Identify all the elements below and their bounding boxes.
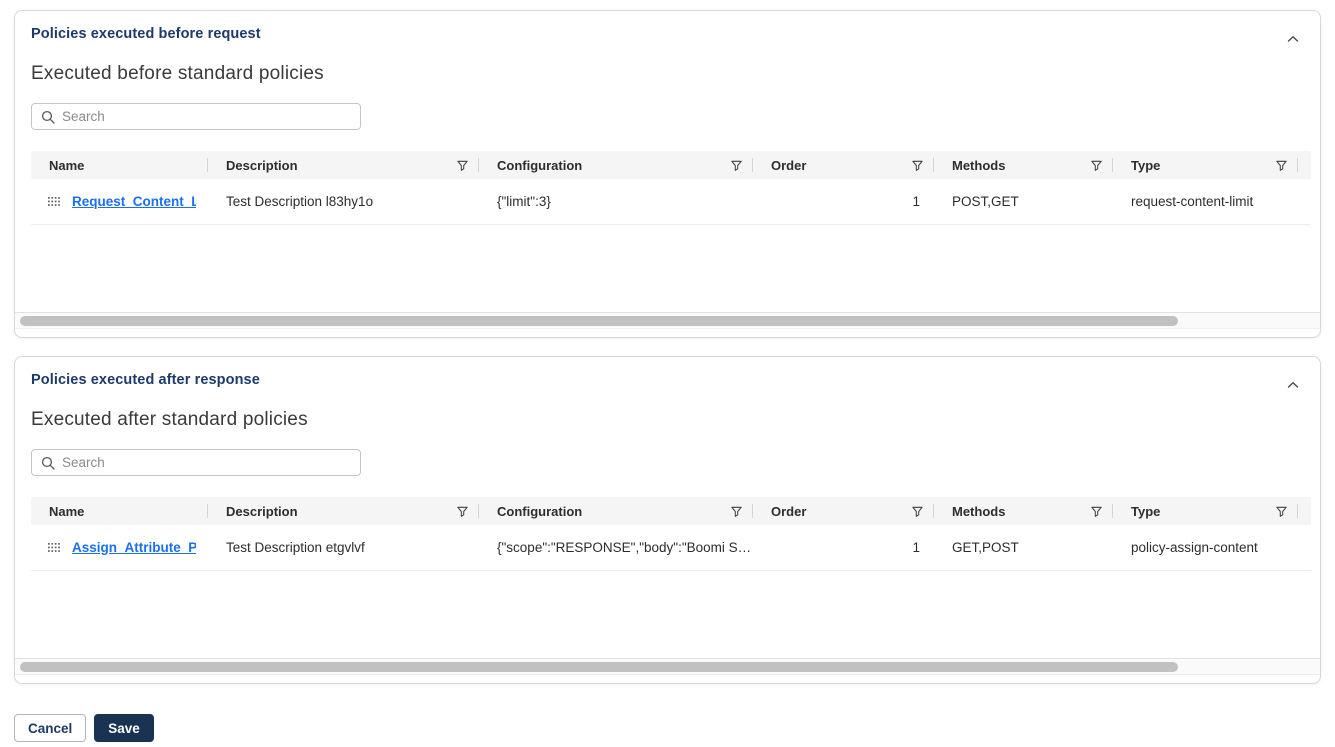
horizontal-scrollbar[interactable] [15,312,1320,329]
cell-type: policy-assign-content [1131,540,1258,555]
search-box [31,103,361,130]
drag-handle-icon[interactable] [47,196,61,207]
column-header-description[interactable]: Description [208,151,479,179]
filter-icon[interactable] [730,159,743,172]
column-label: Type [1131,503,1161,519]
column-label: Description [226,157,298,173]
policy-name-link[interactable]: Request_Content_Li [72,194,196,209]
filter-icon[interactable] [1090,159,1103,172]
column-header-description[interactable]: Description [208,497,479,525]
panel-policies-before-request: Policies executed before request Execute… [14,10,1321,338]
filter-icon[interactable] [1090,505,1103,518]
cell-configuration: {"scope":"RESPONSE","body":"Boomi S… [497,540,752,555]
search-input[interactable] [62,109,351,124]
drag-handle-icon[interactable] [47,542,61,553]
column-label: Name [49,157,85,173]
cell-description: Test Description etgvlvf [226,540,365,555]
scrollbar-thumb[interactable] [20,662,1178,672]
column-header-configuration[interactable]: Configuration [479,151,753,179]
column-header-type[interactable]: Type [1113,151,1298,179]
search-icon [41,110,55,124]
panel-title: Policies executed after response [31,372,260,388]
horizontal-scrollbar[interactable] [15,658,1320,675]
filter-icon[interactable] [456,159,469,172]
cell-methods: GET,POST [952,540,1019,555]
cancel-button[interactable]: Cancel [14,714,87,742]
panel-title: Policies executed before request [31,26,261,42]
column-header-methods[interactable]: Methods [934,497,1113,525]
table-header: Name Description Configuration Order Met… [31,151,1311,179]
column-label: Configuration [497,157,583,173]
column-label: Type [1131,157,1161,173]
column-header-type[interactable]: Type [1113,497,1298,525]
column-label: Name [49,503,85,519]
search-input[interactable] [62,455,351,470]
filter-icon[interactable] [730,505,743,518]
section-subtitle: Executed before standard policies [31,63,324,84]
scrollbar-thumb[interactable] [20,316,1178,326]
cell-type: request-content-limit [1131,194,1254,209]
column-label: Order [771,503,807,519]
collapse-button[interactable] [1282,375,1304,395]
filter-icon[interactable] [1275,505,1288,518]
filter-icon[interactable] [911,159,924,172]
table-header: Name Description Configuration Order Met… [31,497,1311,525]
table-row: Request_Content_Li Test Description l83h… [31,179,1311,225]
column-header-name[interactable]: Name [31,151,208,179]
cell-methods: POST,GET [952,194,1019,209]
column-header-order[interactable]: Order [753,497,934,525]
column-header-name[interactable]: Name [31,497,208,525]
column-header-methods[interactable]: Methods [934,151,1113,179]
column-label: Order [771,157,807,173]
search-box [31,449,361,476]
chevron-up-icon [1287,36,1299,42]
cell-description: Test Description l83hy1o [226,194,374,209]
cell-configuration: {"limit":3} [497,194,551,209]
panel-policies-after-response: Policies executed after response Execute… [14,356,1321,684]
column-header-configuration[interactable]: Configuration [479,497,753,525]
column-label: Configuration [497,503,583,519]
filter-icon[interactable] [1275,159,1288,172]
search-icon [41,456,55,470]
section-subtitle: Executed after standard policies [31,409,308,430]
policy-name-link[interactable]: Assign_Attribute_Po [72,540,196,555]
cell-order: 1 [912,194,920,209]
cell-order: 1 [912,540,920,555]
footer-actions: Cancel Save [14,714,1335,742]
column-label: Description [226,503,298,519]
column-label: Methods [952,157,1006,173]
save-button[interactable]: Save [94,714,154,742]
column-header-order[interactable]: Order [753,151,934,179]
collapse-button[interactable] [1282,29,1304,49]
filter-icon[interactable] [456,505,469,518]
chevron-up-icon [1287,382,1299,388]
filter-icon[interactable] [911,505,924,518]
table-row: Assign_Attribute_Po Test Description etg… [31,525,1311,571]
column-label: Methods [952,503,1006,519]
